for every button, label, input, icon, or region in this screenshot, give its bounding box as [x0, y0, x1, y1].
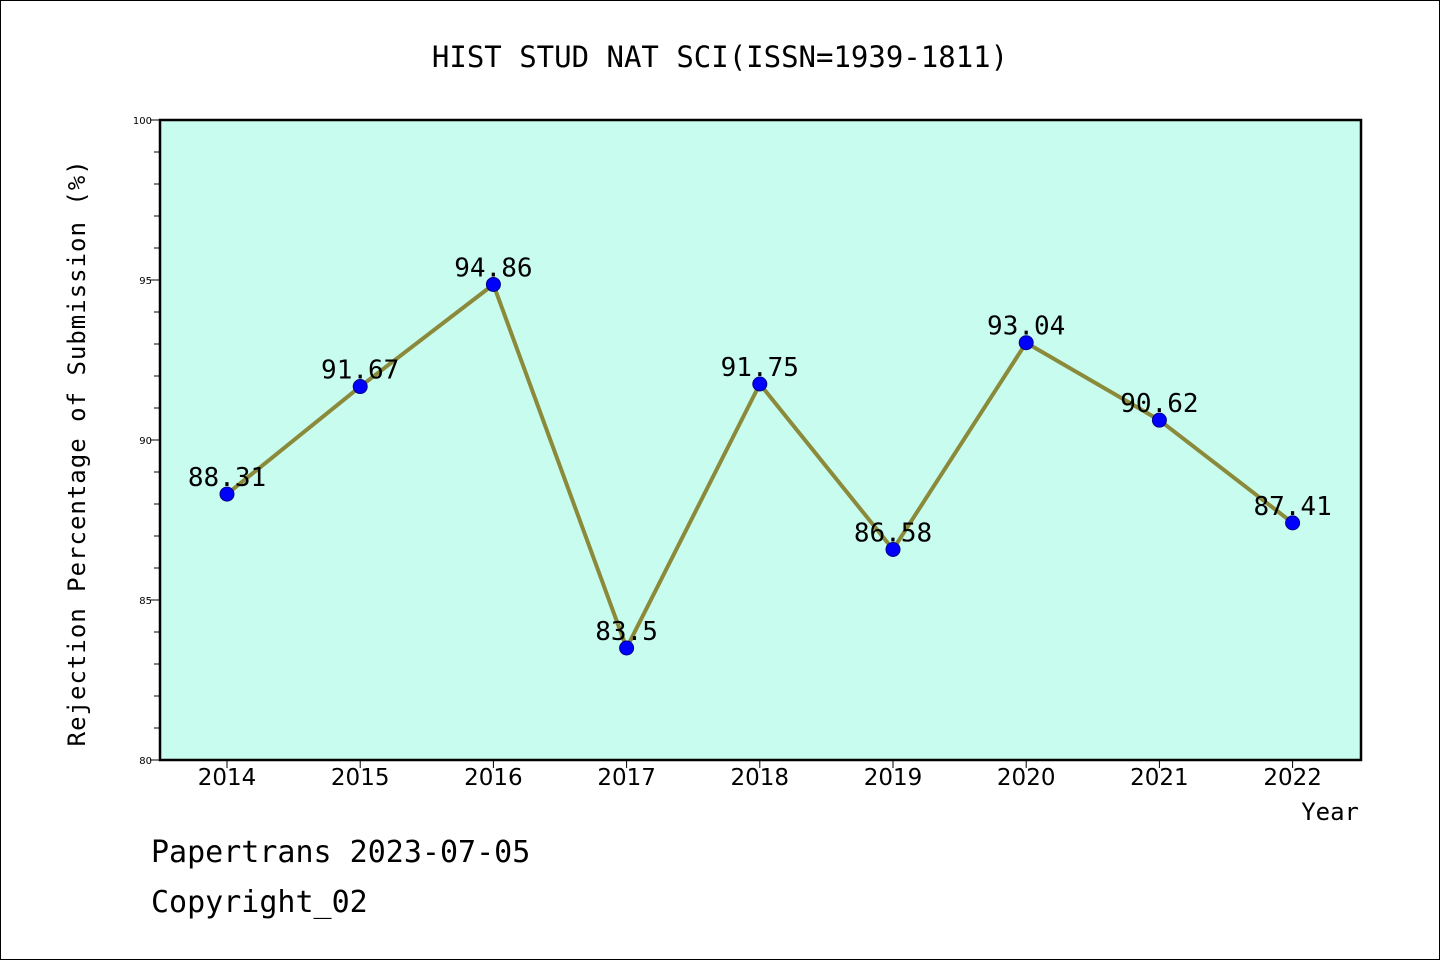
- data-point: [1018, 335, 1034, 351]
- x-tick-label: 2014: [198, 765, 257, 791]
- y-tick-label: 90: [139, 436, 152, 447]
- data-label: 94.86: [454, 253, 532, 283]
- y-axis-label: Rejection Percentage of Submission (%): [63, 159, 91, 746]
- data-label: 88.31: [188, 463, 266, 493]
- x-tick-label: 2017: [597, 765, 656, 791]
- data-label: 90.62: [1120, 389, 1198, 419]
- data-point: [1285, 515, 1301, 531]
- y-tick-label: 100: [133, 116, 152, 127]
- data-point: [885, 541, 901, 557]
- chart-title: HIST STUD NAT SCI(ISSN=1939-1811): [432, 40, 1008, 74]
- x-tick-label: 2015: [331, 765, 390, 791]
- footer-copyright-text: Copyright_02: [151, 885, 368, 920]
- data-label: 91.67: [321, 356, 399, 386]
- data-point: [352, 379, 368, 395]
- data-label: 86.58: [854, 518, 932, 548]
- x-tick-label: 2016: [464, 765, 523, 791]
- data-point: [219, 486, 235, 502]
- data-point: [1151, 412, 1167, 428]
- x-tick-label: 2020: [997, 765, 1056, 791]
- x-tick-label: 2018: [731, 765, 790, 791]
- data-label: 93.04: [987, 312, 1065, 342]
- x-tick-label: 2019: [864, 765, 923, 791]
- data-point: [619, 640, 635, 656]
- y-tick-label: 85: [139, 596, 152, 607]
- x-axis-label: Year: [1301, 798, 1359, 826]
- data-point: [485, 276, 501, 292]
- plot-frame: [158, 118, 1363, 762]
- y-tick-label: 95: [139, 276, 152, 287]
- plot-area: [160, 120, 1361, 760]
- data-label: 91.75: [721, 353, 799, 383]
- data-point: [752, 376, 768, 392]
- x-tick-label: 2021: [1130, 765, 1189, 791]
- footer-date-text: Papertrans 2023-07-05: [151, 835, 531, 870]
- x-tick-label: 2022: [1263, 765, 1322, 791]
- y-tick-label: 80: [139, 756, 152, 767]
- data-label: 87.41: [1253, 492, 1331, 522]
- data-label: 83.5: [595, 617, 658, 647]
